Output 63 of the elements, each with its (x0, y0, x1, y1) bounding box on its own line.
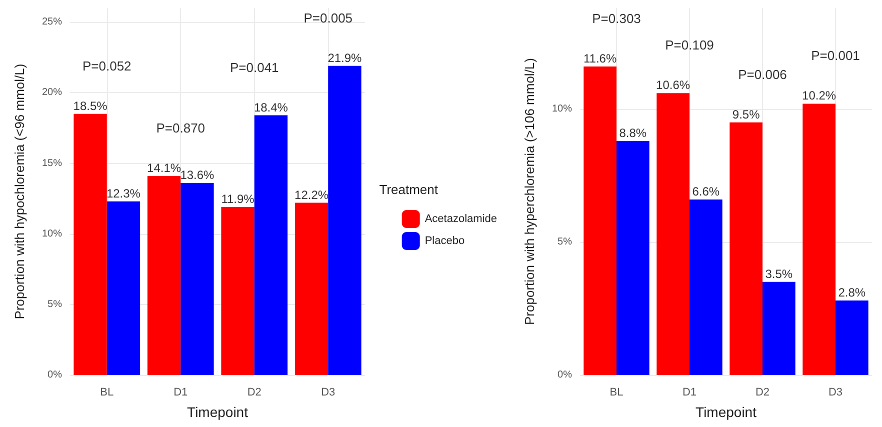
bar (74, 114, 107, 375)
x-tick-label: BL (610, 386, 624, 398)
y-tick-label: 10% (552, 104, 572, 115)
y-tick-label: 0% (558, 370, 572, 380)
data-label: 2.8% (838, 286, 866, 300)
x-tick-label: BL (100, 386, 114, 398)
bar (180, 183, 214, 375)
annotation: P=0.870 (156, 120, 206, 136)
annotation: P=0.001 (811, 48, 860, 64)
annotation: P=0.041 (230, 60, 279, 75)
y-axis-title: Proportion with hyperchloremia (>106 mmol/L) (522, 58, 537, 325)
x-tick-label: D3 (828, 386, 843, 398)
x-tick-label: D2 (755, 386, 770, 398)
data-label: 8.8% (619, 126, 647, 140)
y-axis-title: Proportion with hypochloremia (<96 mmol/L) (12, 64, 27, 320)
data-label: 3.5% (765, 266, 793, 281)
y-tick-label: 0% (48, 370, 62, 380)
x-tick-label: D2 (247, 386, 262, 398)
annotation: P=0.006 (738, 66, 787, 82)
annotation: P=0.303 (592, 11, 641, 26)
x-axis-title: Timepoint (696, 404, 757, 420)
annotation: P=0.109 (665, 38, 714, 53)
y-tick-label: 15% (42, 158, 62, 169)
legend-label: Placebo (424, 235, 465, 247)
data-label: 11.9% (221, 192, 255, 206)
y-tick-label: 5% (48, 298, 62, 310)
x-tick-label: D3 (321, 386, 336, 398)
bar (254, 115, 288, 375)
y-tick-label: 20% (42, 87, 62, 98)
data-label: 10.6% (656, 78, 690, 92)
bar (762, 282, 796, 375)
data-label: 18.5% (73, 98, 108, 113)
bar (730, 122, 762, 375)
data-label: 14.1% (147, 160, 182, 175)
data-label: 13.6% (180, 168, 215, 182)
y-tick-label: 5% (558, 236, 572, 248)
bar (690, 199, 722, 375)
bar (147, 176, 181, 375)
x-tick-label: D1 (174, 386, 188, 398)
x-tick-label: D1 (682, 386, 697, 398)
annotation: P=0.005 (304, 10, 353, 26)
bar (106, 201, 140, 375)
y-tick-label: 25% (42, 16, 62, 28)
annotation: P=0.052 (82, 58, 132, 74)
bar (328, 66, 362, 375)
bar (294, 202, 328, 375)
legend-title: Treatment (379, 182, 438, 197)
data-label: 6.6% (692, 184, 720, 198)
bar (656, 93, 690, 375)
bar (802, 104, 836, 375)
data-label: 12.3% (106, 186, 141, 200)
bar (836, 300, 868, 375)
data-label: 11.6% (584, 52, 617, 66)
y-tick-label: 10% (42, 228, 62, 240)
data-label: 21.9% (328, 50, 362, 65)
x-axis-title: Timepoint (187, 404, 248, 420)
data-label: 18.4% (254, 100, 288, 114)
data-label: 9.5% (732, 107, 760, 122)
legend-label: Acetazolamide (424, 213, 498, 225)
bar (616, 140, 650, 375)
data-label: 10.2% (802, 88, 836, 103)
bar (584, 66, 616, 375)
bar (221, 207, 254, 375)
